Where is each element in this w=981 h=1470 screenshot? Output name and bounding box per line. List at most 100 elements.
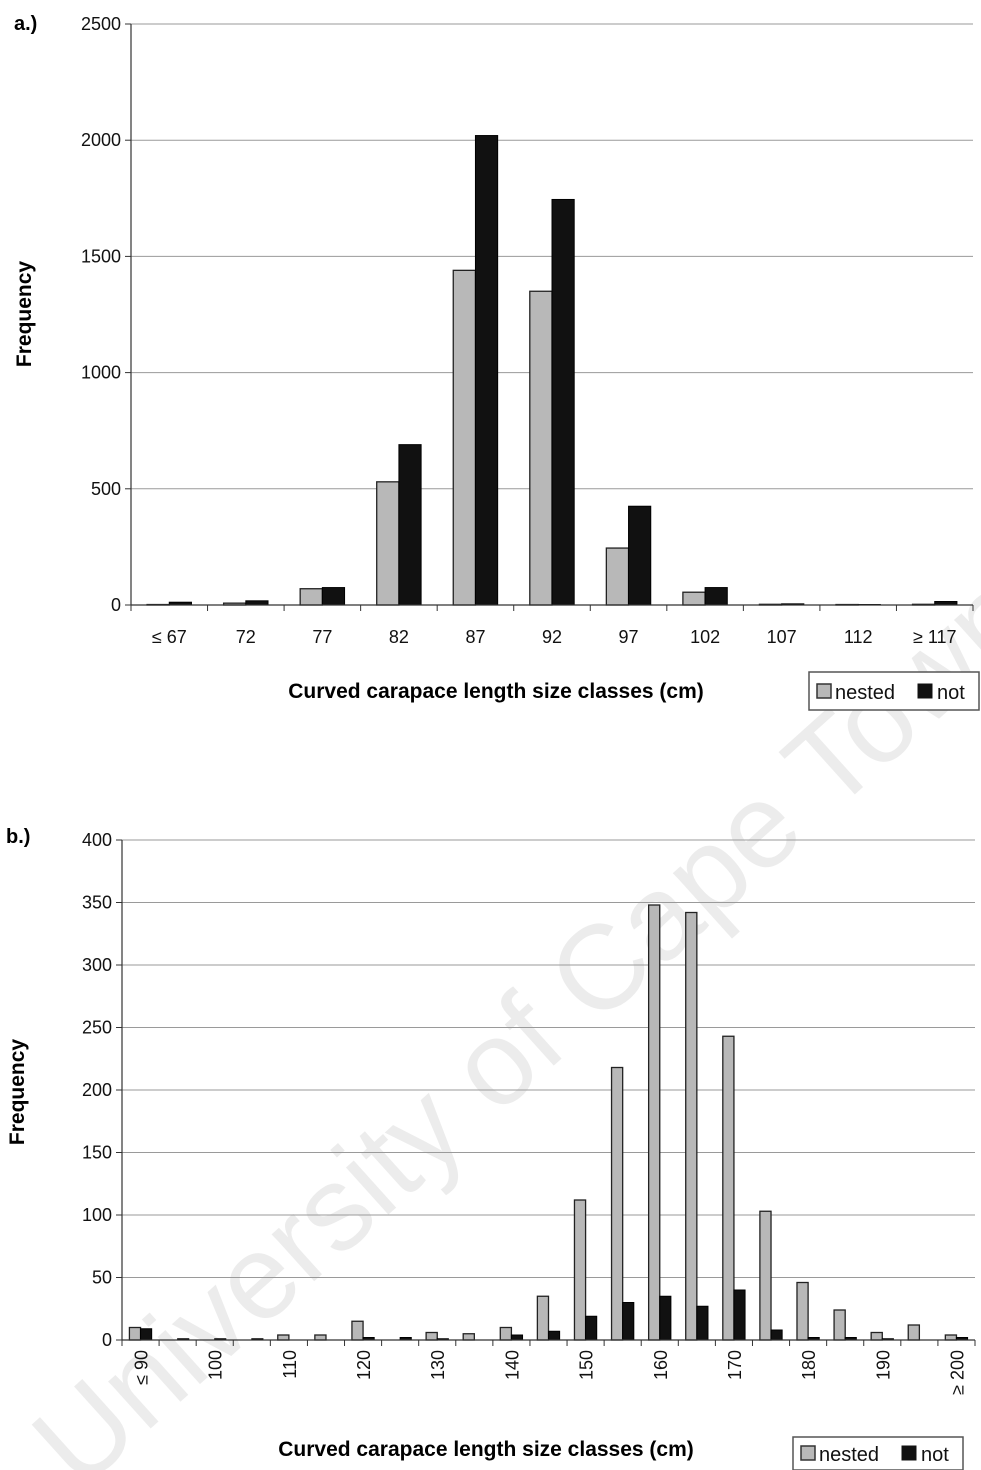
b-x-tick-label: ≤ 90	[132, 1350, 152, 1385]
b-x-tick-label: 190	[873, 1350, 893, 1380]
b-bar-nested-20	[870, 1331, 883, 1341]
a-x-tick-label: ≤ 67	[152, 627, 187, 647]
b-bar-nested-0	[128, 1326, 142, 1341]
b-x-tick-label: 180	[799, 1350, 819, 1380]
a-legend-label-nested: nested	[835, 682, 895, 704]
b-x-axis-title: Curved carapace length size classes (cm)	[278, 1438, 694, 1461]
chart-b: b.) 0 50 100 150 200 250 300 350 400 ≤ 90 100 110 1…	[6, 826, 976, 1470]
a-x-tick-label: 77	[312, 627, 332, 647]
b-x-tick-label: 160	[651, 1350, 671, 1380]
b-bar-not-14	[659, 1295, 672, 1341]
a-bar-nested-6	[605, 547, 630, 606]
a-bar-nested-7	[682, 591, 706, 606]
b-x-tick-label: 170	[725, 1350, 745, 1380]
b-bar-nested-16	[722, 1035, 735, 1341]
b-bar-nested-14	[647, 904, 661, 1341]
b-y-tick-label: 50	[92, 1268, 112, 1288]
b-x-tick-label: 130	[428, 1350, 448, 1380]
a-y-tick-label: 500	[91, 479, 121, 499]
b-bar-nested-6	[351, 1320, 364, 1341]
a-bar-not-1	[245, 600, 269, 606]
b-bar-nested-21	[907, 1324, 921, 1341]
a-bars	[146, 135, 958, 606]
a-bar-not-7	[704, 587, 728, 606]
b-bar-not-16	[733, 1289, 746, 1341]
b-y-tick-label: 0	[102, 1330, 112, 1350]
b-x-tick-label: 140	[502, 1350, 522, 1380]
b-y-tick-label: 400	[82, 830, 112, 850]
b-bar-nested-8	[425, 1331, 438, 1341]
a-x-tick-label: 72	[236, 627, 256, 647]
b-x-tick-label: 100	[206, 1350, 226, 1380]
b-bar-not-15	[696, 1305, 709, 1341]
b-y-tick-label: 250	[82, 1018, 112, 1038]
b-bar-not-12	[585, 1315, 598, 1341]
panel-label-b: b.)	[6, 826, 30, 848]
b-bar-nested-5	[314, 1334, 327, 1341]
a-bar-not-3	[398, 444, 422, 606]
a-bar-not-6	[628, 505, 652, 606]
a-y-tick-label: 0	[111, 595, 121, 615]
a-y-tick-labels: 0 500 1000 1500 2000 2500	[81, 14, 121, 615]
b-y-tick-labels: 0 50 100 150 200 250 300 350 400	[82, 830, 112, 1350]
a-legend-label-not: not	[937, 682, 965, 704]
b-y-axis-title: Frequency	[6, 1039, 29, 1146]
a-y-tick-label: 2500	[81, 14, 121, 34]
b-y-tick-label: 300	[82, 955, 112, 975]
a-x-tick-labels: ≤ 67 72 77 82 87 92 97 102 107 112 ≥ 117	[152, 627, 957, 647]
b-bar-nested-15	[685, 911, 698, 1341]
b-y-tick-label: 100	[82, 1205, 112, 1225]
b-bar-not-11	[548, 1330, 561, 1341]
b-y-tick-label: 150	[82, 1143, 112, 1163]
b-gridlines	[122, 839, 975, 1278]
a-x-axis-title: Curved carapace length size classes (cm)	[288, 680, 704, 703]
panel-label-a: a.)	[14, 13, 37, 35]
a-y-axis-title: Frequency	[13, 261, 36, 368]
b-bar-nested-4	[277, 1334, 290, 1341]
chart-a: a.) 0 500 1000 1500 2000 2500 ≤ 67 72 77 82 87 92 9…	[13, 13, 980, 711]
b-legend-swatch-not	[901, 1445, 917, 1461]
a-bar-not-2	[321, 587, 346, 606]
a-legend-swatch-nested	[816, 683, 832, 699]
b-bar-nested-22	[944, 1334, 958, 1341]
b-bar-not-13	[622, 1302, 635, 1341]
a-bar-not-4	[474, 135, 499, 606]
a-bar-not-5	[551, 198, 575, 606]
a-bar-nested-4	[452, 269, 477, 606]
a-y-tick-label: 2000	[81, 130, 121, 150]
b-bar-not-10	[510, 1334, 524, 1341]
b-x-tick-labels: ≤ 90 100 110 120 130 140 150 160 170 180 190 ≥ 200	[132, 1350, 968, 1395]
a-bar-nested-3	[376, 481, 400, 606]
a-legend: nested not	[808, 671, 980, 711]
b-y-tick-label: 350	[82, 893, 112, 913]
a-x-tick-label: 82	[389, 627, 409, 647]
b-x-tick-label: 150	[577, 1350, 597, 1380]
b-bar-nested-9	[462, 1333, 475, 1341]
b-legend: nested not	[792, 1436, 964, 1470]
b-bar-nested-19	[833, 1309, 846, 1341]
a-legend-swatch-not	[917, 683, 933, 699]
a-y-tick-label: 1000	[81, 363, 121, 383]
b-bar-nested-12	[573, 1199, 587, 1341]
a-bar-nested-2	[299, 588, 324, 606]
b-bar-nested-13	[610, 1066, 624, 1341]
a-x-tick-label: ≥ 117	[913, 627, 957, 647]
b-bar-not-0	[140, 1328, 153, 1341]
b-x-tick-label: 110	[280, 1350, 300, 1379]
a-y-tick-label: 1500	[81, 246, 121, 266]
b-bar-nested-18	[796, 1281, 809, 1341]
b-y-tick-label: 200	[82, 1080, 112, 1100]
b-bar-nested-17	[759, 1210, 772, 1341]
b-legend-swatch-nested	[800, 1445, 816, 1461]
b-legend-label-nested: nested	[819, 1444, 879, 1466]
a-x-tick-label: 97	[619, 627, 639, 647]
a-x-tick-label: 87	[465, 627, 485, 647]
b-x-tick-label: 120	[354, 1350, 374, 1380]
a-x-tick-label: 102	[690, 627, 720, 647]
a-bar-nested-5	[529, 290, 553, 606]
a-x-tick-label: 107	[767, 627, 797, 647]
a-x-tick-label: 112	[844, 627, 873, 647]
b-legend-label-not: not	[921, 1444, 949, 1466]
b-x-tick-label: ≥ 200	[947, 1350, 967, 1395]
